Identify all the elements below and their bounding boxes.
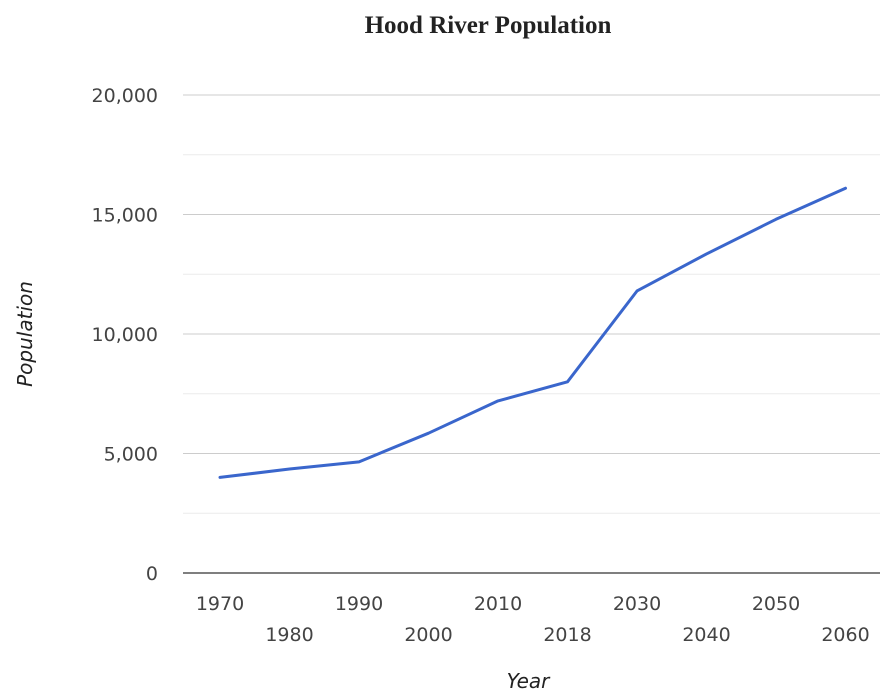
series-line <box>218 186 847 479</box>
x-axis-label: Year <box>507 669 552 693</box>
series-lines <box>218 186 847 479</box>
x-tick-label: 2000 <box>404 624 452 646</box>
x-tick-label: 2010 <box>474 593 522 615</box>
y-tick-label: 15,000 <box>92 205 158 227</box>
x-tick-label: 1980 <box>265 624 313 646</box>
x-tick-label: 2030 <box>613 593 661 615</box>
y-tick-label: 0 <box>146 563 158 585</box>
chart-title: Hood River Population <box>364 12 612 39</box>
x-tick-label: 2018 <box>543 624 591 646</box>
gridlines <box>183 94 880 574</box>
y-tick-label: 5,000 <box>104 444 158 466</box>
x-tick-label: 1970 <box>196 593 244 615</box>
x-tick-labels: 1970 1980 1990 2000 2010 2018 2030 2040 2050 2060 <box>196 593 870 646</box>
x-tick-label: 2040 <box>682 624 730 646</box>
y-axis-label: Population <box>13 281 37 387</box>
y-tick-labels: 0 5,000 10,000 15,000 20,000 <box>92 85 158 585</box>
x-tick-label: 2060 <box>821 624 869 646</box>
y-tick-label: 10,000 <box>92 324 158 346</box>
y-tick-label: 20,000 <box>92 85 158 107</box>
x-tick-label: 2050 <box>752 593 800 615</box>
x-tick-label: 1990 <box>335 593 383 615</box>
